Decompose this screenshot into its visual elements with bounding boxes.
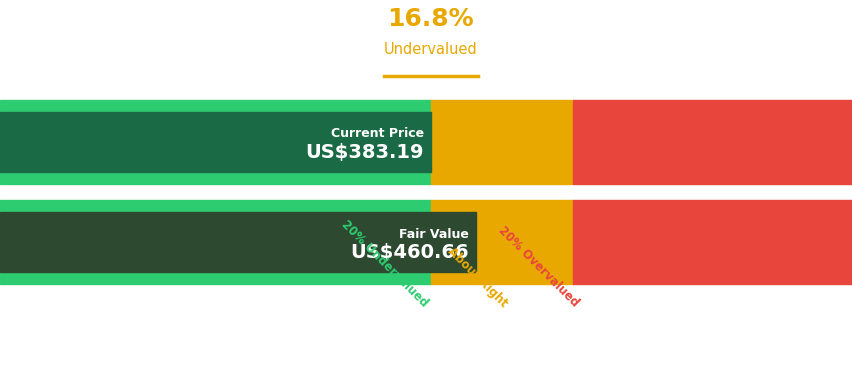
Bar [0, 212, 475, 272]
Text: Undervalued: Undervalued [383, 42, 477, 57]
Text: 16.8%: 16.8% [387, 7, 474, 31]
Text: About Right: About Right [445, 245, 509, 310]
Bar [573, 100, 852, 184]
Bar [0, 112, 430, 172]
Bar [430, 100, 573, 184]
Text: 20% Overvalued: 20% Overvalued [496, 224, 581, 310]
Bar [0, 100, 430, 184]
Text: Fair Value: Fair Value [399, 228, 469, 241]
Text: US$460.66: US$460.66 [350, 244, 469, 263]
Text: US$383.19: US$383.19 [305, 143, 423, 162]
Bar [573, 200, 852, 284]
Text: Current Price: Current Price [331, 127, 423, 141]
Text: 20% Undervalued: 20% Undervalued [339, 218, 430, 310]
Bar [0, 200, 430, 284]
Bar [430, 200, 573, 284]
